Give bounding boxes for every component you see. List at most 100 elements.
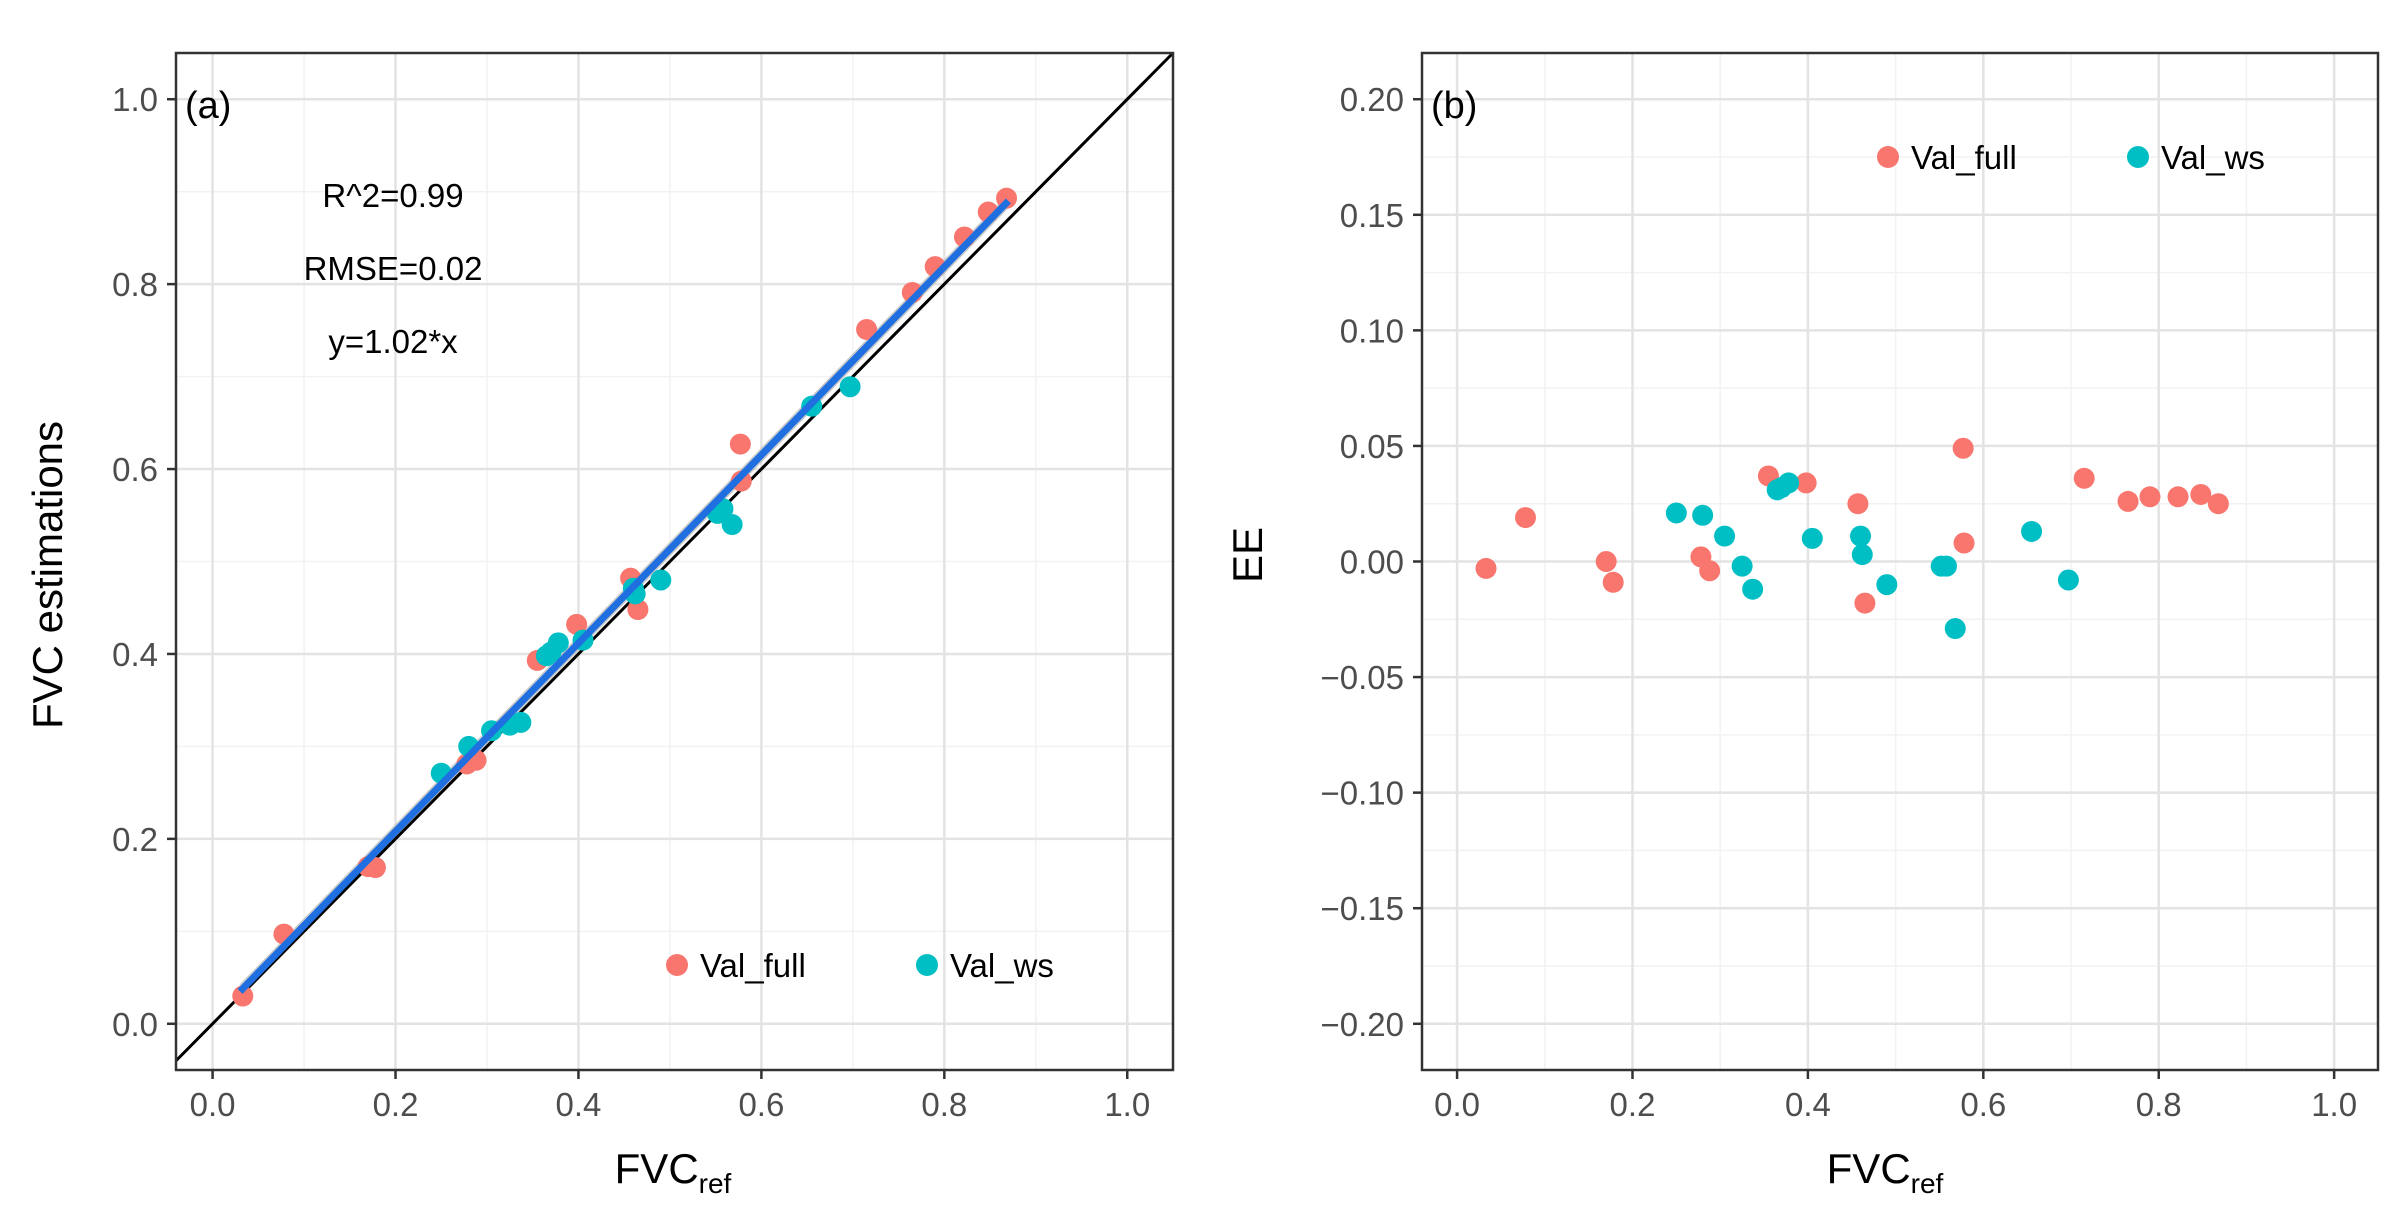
y-tick-label: 0.10 — [1340, 312, 1404, 349]
panel-a-border — [174, 51, 1175, 1072]
point-val-full — [1795, 472, 1817, 494]
panel-b-grid — [1422, 53, 2378, 1070]
y-tick-label: −0.20 — [1321, 1006, 1405, 1043]
panel-b-y-axis-title: EE — [1224, 527, 1271, 583]
panel-a-x-axis-subscript: ref — [699, 1168, 732, 1199]
panel-b-y-ticks: −0.20 −0.15 −0.10 −0.05 0.00 0.05 0.10 0.15 0.20 — [1321, 81, 1422, 1043]
y-tick-label: 0.4 — [112, 636, 158, 673]
point-val-ws — [1944, 618, 1966, 640]
legend-a-val-full-label: Val_full — [700, 947, 806, 984]
point-val-full — [729, 433, 751, 455]
point-val-ws — [1850, 525, 1872, 547]
y-tick-label: 0.00 — [1340, 544, 1404, 581]
point-val-full — [1854, 592, 1876, 614]
point-val-ws — [1692, 504, 1714, 526]
legend-b-val-ws-label: Val_ws — [2161, 139, 2265, 176]
point-val-full — [2190, 483, 2212, 505]
point-val-full — [1595, 551, 1617, 572]
panel-b-x-axis-title: FVCref — [1827, 1145, 1944, 1199]
panel-a-fit-line — [237, 198, 1011, 994]
y-tick-label: −0.10 — [1321, 775, 1405, 812]
panel-b-x-axis-main: FVC — [1827, 1145, 1911, 1192]
point-val-ws — [1665, 502, 1687, 524]
x-tick-label: 0.2 — [373, 1086, 419, 1123]
fit-line — [237, 198, 1011, 994]
panel-a-identity-line — [174, 51, 1175, 1062]
legend-a-val-full-key — [666, 954, 688, 976]
point-val-full — [627, 599, 649, 621]
y-tick-label: 0.6 — [112, 451, 158, 488]
point-val-ws — [1742, 578, 1764, 600]
panel-a-legend: Val_full Val_ws — [666, 947, 1054, 984]
point-val-full — [2207, 493, 2229, 515]
y-tick-label: 0.0 — [112, 1006, 158, 1043]
point-val-full — [2117, 490, 2139, 512]
panel-b-x-ticks: 0.0 0.2 0.4 0.6 0.8 1.0 — [1434, 1070, 2357, 1123]
point-val-ws — [1935, 555, 1957, 577]
point-val-full — [1953, 532, 1975, 554]
y-tick-label: −0.05 — [1321, 659, 1405, 696]
y-tick-label: 0.05 — [1340, 428, 1404, 465]
y-tick-label: 0.20 — [1340, 81, 1404, 118]
x-tick-label: 0.4 — [556, 1086, 602, 1123]
x-tick-label: 0.6 — [1960, 1086, 2006, 1123]
point-val-ws — [1876, 574, 1898, 596]
point-val-ws — [2057, 569, 2079, 591]
panel-b-points — [1475, 437, 2229, 640]
point-val-full — [1699, 560, 1721, 582]
x-tick-label: 0.2 — [1610, 1086, 1656, 1123]
point-val-ws — [510, 711, 532, 733]
point-val-full — [856, 318, 878, 340]
point-val-full — [2139, 486, 2161, 508]
y-tick-label: 0.8 — [112, 266, 158, 303]
panel-a-x-ticks: 0.0 0.2 0.4 0.6 0.8 1.0 — [190, 1070, 1150, 1123]
point-val-ws — [1731, 555, 1753, 577]
x-tick-label: 0.0 — [1434, 1086, 1480, 1123]
point-val-full — [1475, 557, 1497, 579]
point-val-ws — [547, 632, 569, 654]
identity-line — [174, 51, 1175, 1062]
x-tick-label: 1.0 — [1104, 1086, 1150, 1123]
point-val-full — [1847, 493, 1869, 515]
panel-a-grid — [176, 53, 1173, 1070]
x-tick-label: 0.8 — [2136, 1086, 2182, 1123]
point-val-ws — [839, 376, 861, 398]
x-tick-label: 0.0 — [190, 1086, 236, 1123]
panel-a-x-axis-main: FVC — [615, 1145, 699, 1192]
panel-a-y-ticks: 0.0 0.2 0.4 0.6 0.8 1.0 — [112, 81, 176, 1043]
y-tick-label: 0.2 — [112, 821, 158, 858]
legend-b-val-full-label: Val_full — [1911, 139, 2017, 176]
point-val-full — [232, 985, 254, 1007]
x-tick-label: 0.6 — [738, 1086, 784, 1123]
point-val-ws — [650, 569, 672, 591]
panel-a-y-axis-title: FVC estimations — [24, 421, 71, 729]
legend-b-val-full-key — [1877, 146, 1899, 168]
panel-b-x-axis-subscript: ref — [1911, 1168, 1944, 1199]
point-val-ws — [1851, 544, 1873, 566]
point-val-full — [1602, 571, 1624, 593]
y-tick-label: 0.15 — [1340, 197, 1404, 234]
point-val-ws — [1801, 527, 1823, 549]
point-val-ws — [1714, 525, 1736, 547]
legend-a-val-ws-key — [916, 954, 938, 976]
legend-b-val-ws-key — [2127, 146, 2149, 168]
panel-a-fvc-estimations-scatter: 0.0 0.2 0.4 0.6 0.8 1.0 0.0 0.2 0.4 0.6 0.8 1.0 (a… — [24, 51, 1175, 1199]
panel-a-r2-annotation: R^2=0.99 — [322, 177, 463, 214]
x-tick-label: 0.4 — [1785, 1086, 1831, 1123]
point-val-ws — [1778, 472, 1800, 494]
panel-a-equation-annotation: y=1.02*x — [328, 323, 458, 360]
point-val-full — [730, 470, 752, 492]
y-tick-label: −0.15 — [1321, 890, 1405, 927]
point-val-ws — [721, 514, 743, 536]
panel-a-rmse-annotation: RMSE=0.02 — [304, 250, 483, 287]
x-tick-label: 1.0 — [2311, 1086, 2357, 1123]
point-val-ws — [2021, 520, 2043, 542]
x-tick-label: 0.8 — [921, 1086, 967, 1123]
panel-b-ee-scatter: 0.0 0.2 0.4 0.6 0.8 1.0 −0.20 −0.15 −0.10 −0.05 0… — [1224, 51, 2380, 1199]
point-val-full — [566, 613, 588, 635]
point-val-full — [2073, 467, 2095, 489]
panel-a-label: (a) — [185, 85, 231, 127]
point-val-full — [1952, 437, 1974, 459]
panel-b-label: (b) — [1431, 85, 1477, 127]
panel-b-legend: Val_full Val_ws — [1877, 139, 2265, 176]
